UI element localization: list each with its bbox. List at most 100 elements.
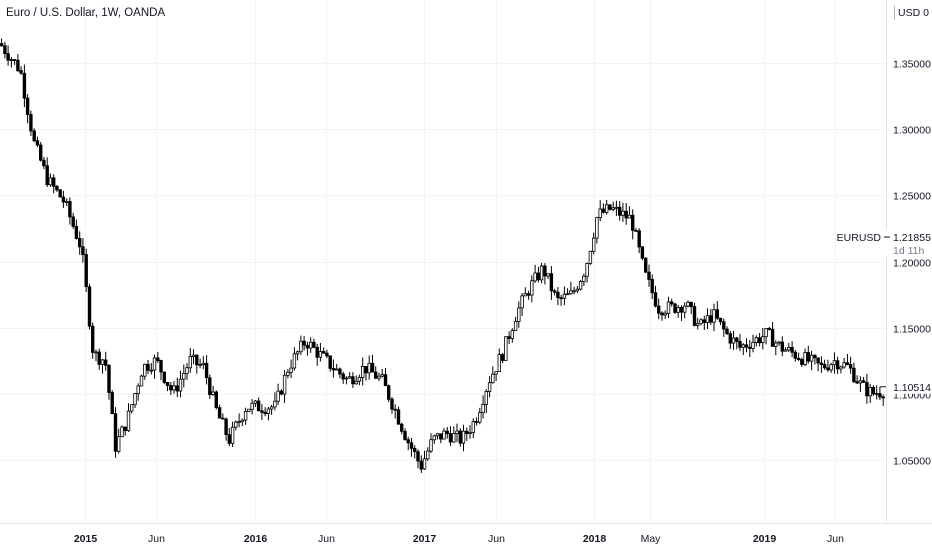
candle-body <box>19 70 23 74</box>
last-price-label: 1.10514 <box>893 382 931 394</box>
candle-body <box>764 327 768 338</box>
candle-body <box>517 307 521 322</box>
candle-body <box>286 371 290 376</box>
candle-body <box>852 367 856 383</box>
candle-body <box>136 385 140 394</box>
candle-body <box>539 265 544 281</box>
candle-body <box>448 433 453 443</box>
candle-body <box>842 362 846 368</box>
candle-body <box>770 328 775 347</box>
candle-body <box>3 45 7 54</box>
candle-body <box>390 398 394 410</box>
candle-body <box>500 354 505 361</box>
candle-body <box>816 357 820 364</box>
candle-body <box>845 362 850 365</box>
candle-body <box>162 371 166 383</box>
x-tick-label: Jun <box>488 533 505 545</box>
candle-body <box>832 360 837 366</box>
candle-body <box>738 340 742 348</box>
candle-body <box>637 230 641 248</box>
candle-body <box>829 364 833 371</box>
candle-body <box>55 185 59 191</box>
candle-body <box>696 323 700 326</box>
candle-body <box>582 275 586 282</box>
candle-body <box>0 43 4 47</box>
candle-body <box>809 354 814 362</box>
candle-body <box>676 306 680 313</box>
candle-body <box>598 208 602 218</box>
candle-body <box>783 349 788 352</box>
candle-body <box>224 418 228 436</box>
candle-body <box>412 447 417 452</box>
candle-body <box>279 390 284 395</box>
candle-body <box>347 376 352 379</box>
candle-body <box>357 376 362 382</box>
candle-body <box>855 381 859 384</box>
candle-body <box>520 295 524 309</box>
candle-body <box>796 357 801 360</box>
candle-body <box>370 362 375 373</box>
candle-body <box>790 346 794 353</box>
candle-body <box>302 340 306 346</box>
candle-body <box>458 430 462 444</box>
candle-body <box>152 357 157 371</box>
candle-body <box>588 250 593 264</box>
candle-body <box>605 204 609 213</box>
candle-body <box>478 412 482 423</box>
candle-body <box>546 273 550 277</box>
candle-body <box>29 114 33 132</box>
candle-body <box>702 319 706 323</box>
candle-body <box>247 408 251 412</box>
currency-selector[interactable]: USD 0 <box>894 6 932 20</box>
candle-body <box>227 434 231 444</box>
candle-body <box>601 208 606 213</box>
chart-title: Euro / U.S. Dollar, 1W, OANDA <box>6 7 166 19</box>
candle-body <box>269 406 274 410</box>
candle-body <box>578 280 583 290</box>
candle-body <box>383 374 388 387</box>
candle-body <box>461 430 466 444</box>
candle-body <box>120 426 124 438</box>
candle-body <box>536 272 541 281</box>
y-tick-label: 1.05000 <box>893 456 931 468</box>
candle-body <box>647 271 651 280</box>
candle-body <box>71 216 75 227</box>
candle-body <box>159 360 163 373</box>
candle-body <box>569 290 573 295</box>
candle-body <box>156 357 160 361</box>
candle-body <box>728 333 732 344</box>
candle-body <box>292 353 297 369</box>
candle-body <box>16 59 20 72</box>
candle-body <box>354 380 358 385</box>
candle-body <box>386 385 391 400</box>
candle-body <box>663 312 667 316</box>
candle-body <box>91 325 95 353</box>
candle-body <box>800 359 804 365</box>
candle-body <box>169 385 173 391</box>
candle-body <box>250 402 254 410</box>
candle-body <box>191 354 196 357</box>
candle-body <box>439 433 443 440</box>
candle-body <box>442 430 446 440</box>
candle-body <box>380 374 384 377</box>
candle-body <box>87 286 92 327</box>
candle-body <box>406 439 410 444</box>
candle-body <box>240 419 244 423</box>
candle-body <box>689 301 693 307</box>
candle-body <box>806 352 810 362</box>
candle-body <box>575 288 580 292</box>
candle-body <box>74 226 79 239</box>
candle-body <box>861 380 866 383</box>
candle-body <box>780 341 784 352</box>
candle-body <box>373 371 378 379</box>
candle-body <box>757 337 762 344</box>
candle-body <box>182 372 186 380</box>
candle-body <box>256 400 261 412</box>
candle-body <box>608 204 612 210</box>
symbol-marker-countdown: 1d 11h <box>893 245 924 257</box>
candle-body <box>474 421 479 423</box>
candle-body <box>344 377 349 380</box>
candle-body <box>81 246 85 256</box>
